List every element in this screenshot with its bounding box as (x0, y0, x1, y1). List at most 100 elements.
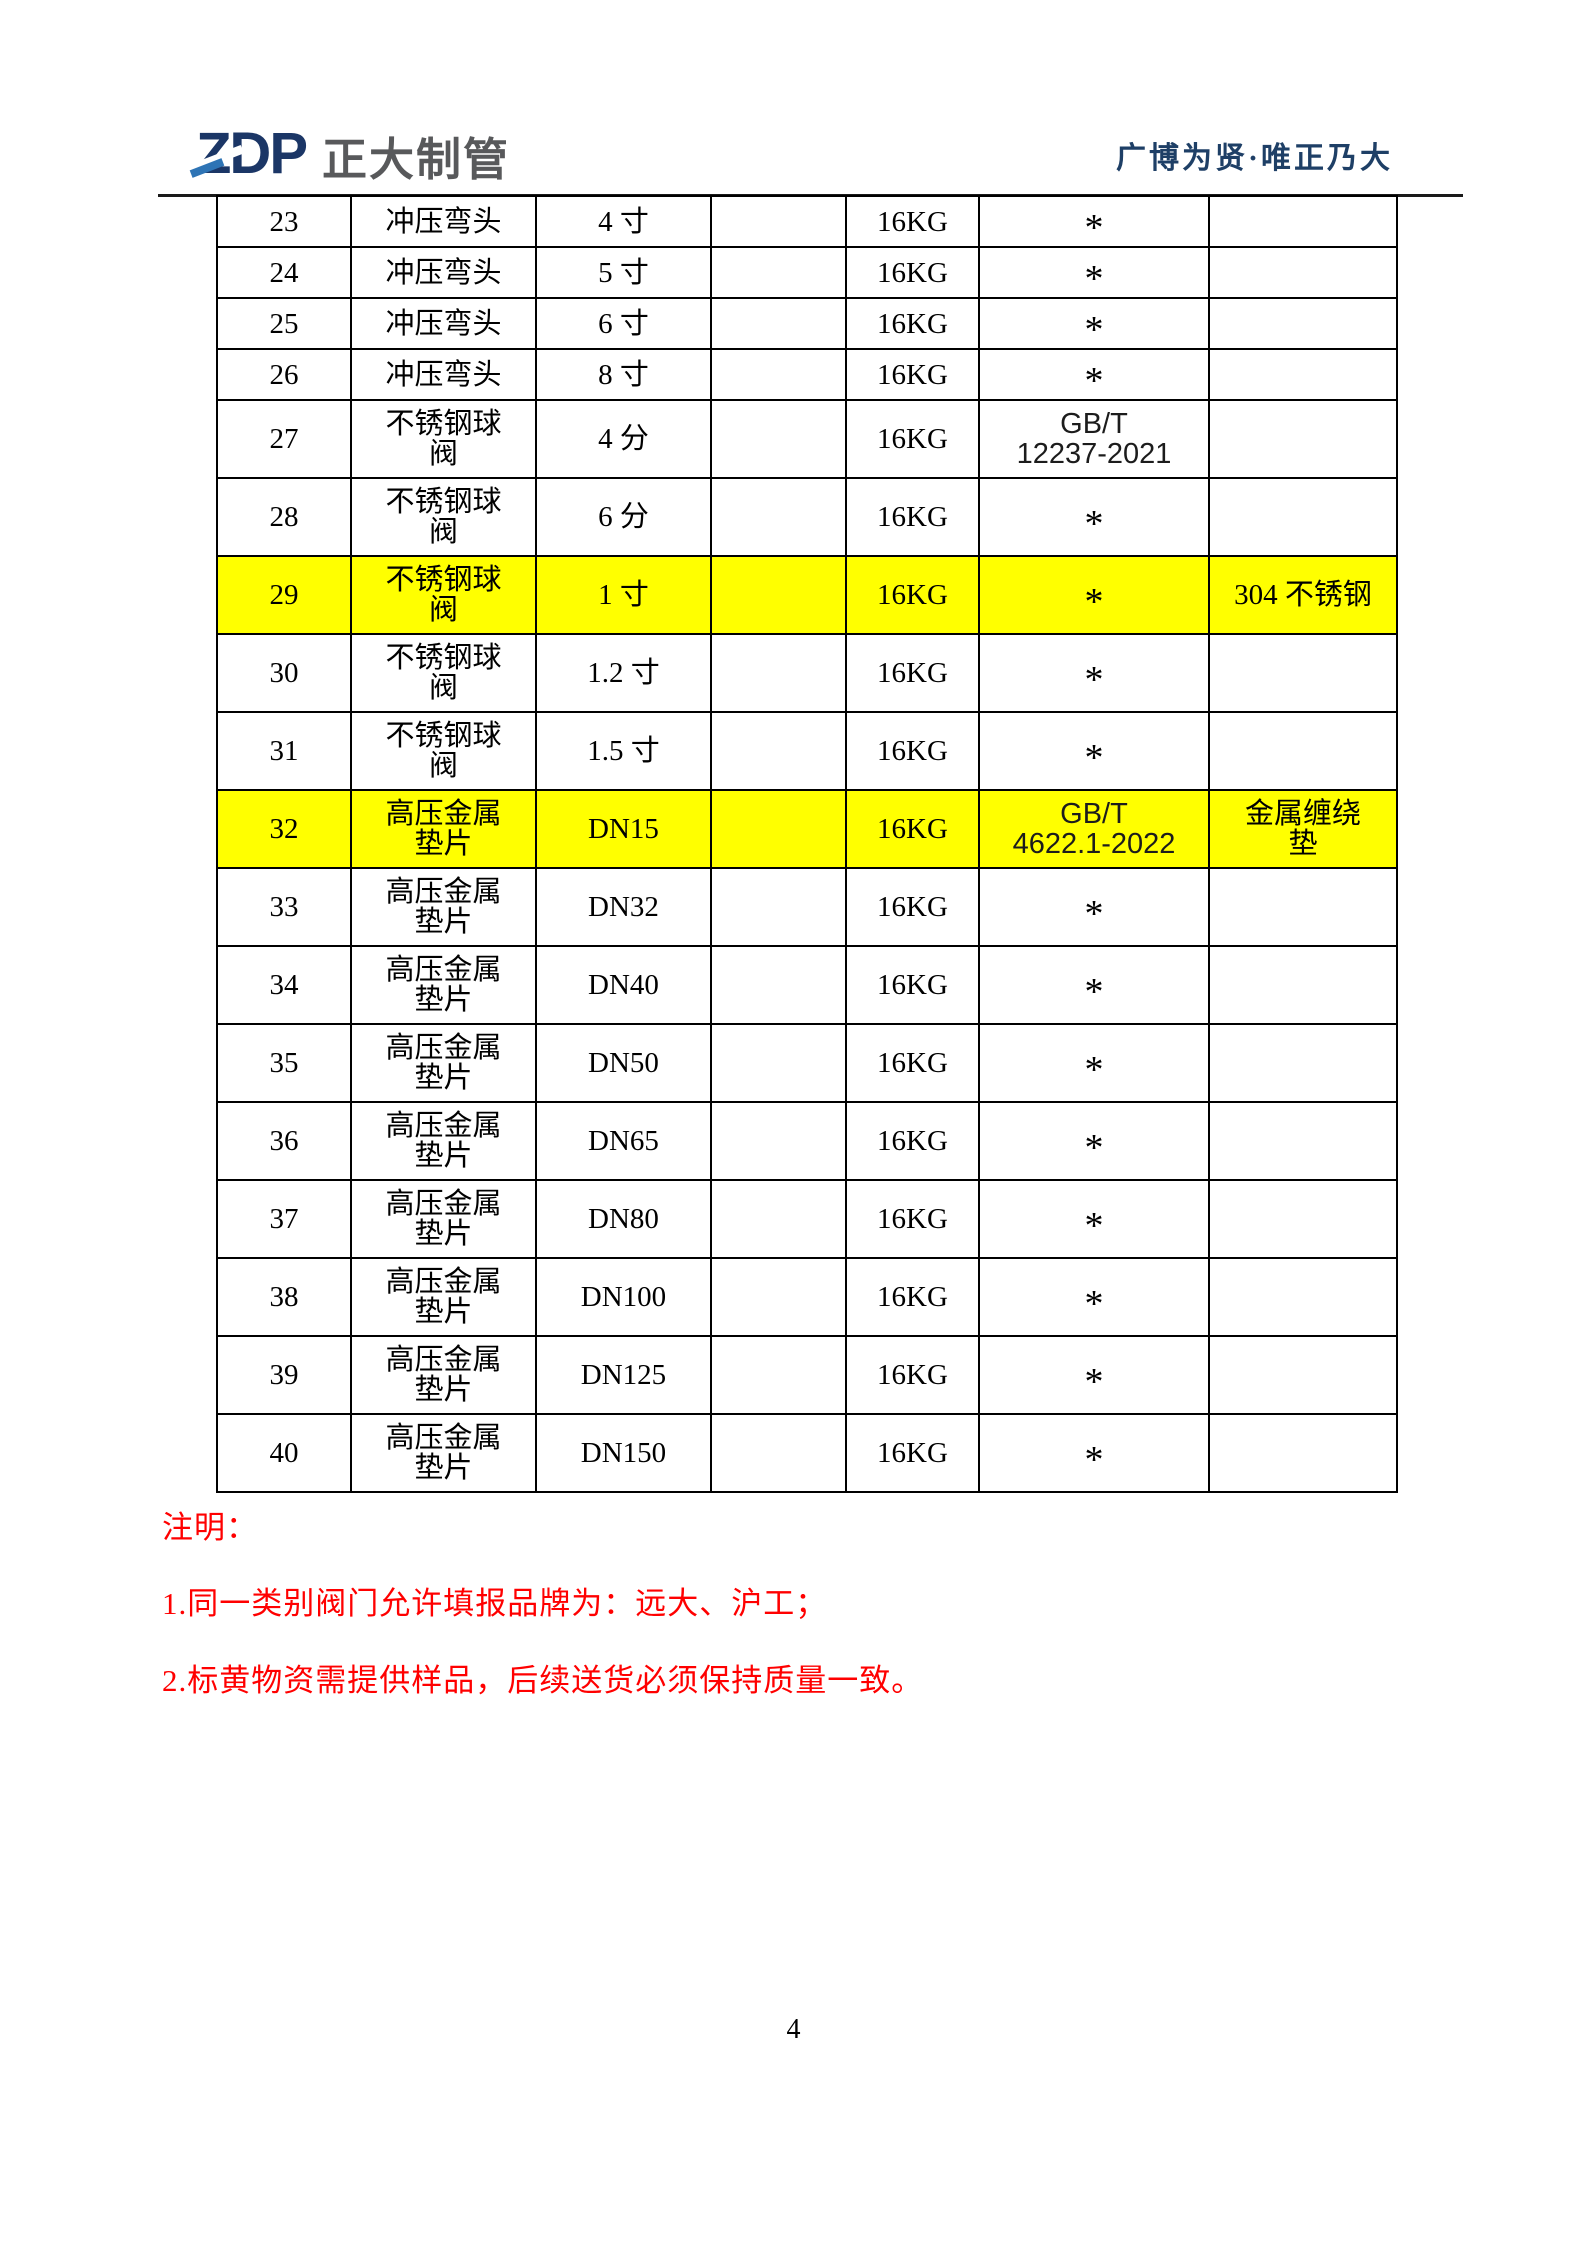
cell-standard: * (978, 348, 1210, 401)
cell-pressure: 16KG (845, 399, 980, 479)
cell-pressure: 16KG (845, 246, 980, 299)
cell-spec-empty (710, 348, 847, 401)
cell-material-name: 高压金属 垫片 (350, 1023, 537, 1103)
company-logo: ZDP (189, 121, 308, 186)
asterisk-mark: * (1084, 658, 1104, 701)
asterisk-mark: * (1084, 970, 1104, 1013)
table-row: 33 高压金属 垫片 DN32 16KG * (216, 867, 1398, 947)
cell-standard: * (978, 1335, 1210, 1415)
table-row: 39 高压金属 垫片 DN125 16KG * (216, 1335, 1398, 1415)
asterisk-mark: * (1084, 502, 1104, 545)
asterisk-mark: * (1084, 1126, 1104, 1169)
cell-remark (1208, 633, 1398, 713)
cell-size: DN32 (535, 867, 712, 947)
cell-row-number: 33 (216, 867, 352, 947)
cell-material-name: 冲压弯头 (350, 195, 537, 248)
cell-row-number: 30 (216, 633, 352, 713)
cell-standard: * (978, 555, 1210, 635)
cell-material-name: 高压金属 垫片 (350, 1101, 537, 1181)
cell-size: 1.5 寸 (535, 711, 712, 791)
cell-pressure: 16KG (845, 555, 980, 635)
cell-material-name: 不锈钢球 阀 (350, 711, 537, 791)
cell-remark (1208, 945, 1398, 1025)
cell-material-name: 不锈钢球 阀 (350, 399, 537, 479)
table-row: 30 不锈钢球 阀 1.2 寸 16KG * (216, 633, 1398, 713)
table-row: 35 高压金属 垫片 DN50 16KG * (216, 1023, 1398, 1103)
cell-remark (1208, 711, 1398, 791)
cell-standard: * (978, 633, 1210, 713)
cell-size: DN100 (535, 1257, 712, 1337)
cell-remark (1208, 1101, 1398, 1181)
cell-row-number: 32 (216, 789, 352, 869)
cell-spec-empty (710, 867, 847, 947)
cell-remark (1208, 1257, 1398, 1337)
cell-row-number: 23 (216, 195, 352, 248)
cell-material-name: 高压金属 垫片 (350, 945, 537, 1025)
logo-zdp-text: ZDP (196, 121, 308, 186)
cell-remark (1208, 297, 1398, 350)
cell-pressure: 16KG (845, 195, 980, 248)
cell-remark (1208, 1413, 1398, 1493)
cell-remark (1208, 1023, 1398, 1103)
cell-pressure: 16KG (845, 1335, 980, 1415)
cell-spec-empty (710, 945, 847, 1025)
cell-spec-empty (710, 1335, 847, 1415)
cell-size: DN15 (535, 789, 712, 869)
cell-size: 4 寸 (535, 195, 712, 248)
cell-row-number: 40 (216, 1413, 352, 1493)
cell-standard: * (978, 1257, 1210, 1337)
notes-title: 注明： (162, 1510, 258, 1545)
cell-remark (1208, 399, 1398, 479)
cell-material-name: 高压金属 垫片 (350, 789, 537, 869)
cell-pressure: 16KG (845, 1101, 980, 1181)
table-row: 34 高压金属 垫片 DN40 16KG * (216, 945, 1398, 1025)
cell-remark (1208, 1179, 1398, 1259)
cell-material-name: 高压金属 垫片 (350, 1257, 537, 1337)
cell-spec-empty (710, 789, 847, 869)
cell-row-number: 35 (216, 1023, 352, 1103)
cell-spec-empty (710, 477, 847, 557)
cell-spec-empty (710, 1101, 847, 1181)
cell-size: DN150 (535, 1413, 712, 1493)
cell-material-name: 不锈钢球 阀 (350, 633, 537, 713)
cell-standard: * (978, 195, 1210, 248)
cell-row-number: 34 (216, 945, 352, 1025)
asterisk-mark: * (1084, 207, 1104, 247)
cell-row-number: 27 (216, 399, 352, 479)
asterisk-mark: * (1084, 580, 1104, 623)
table-row: 28 不锈钢球 阀 6 分 16KG * (216, 477, 1398, 557)
table-row: 36 高压金属 垫片 DN65 16KG * (216, 1101, 1398, 1181)
cell-spec-empty (710, 711, 847, 791)
company-slogan: 广博为贤·唯正乃大 (1115, 142, 1393, 175)
table-row: 26 冲压弯头 8 寸 16KG * (216, 348, 1398, 401)
cell-spec-empty (710, 555, 847, 635)
cell-row-number: 36 (216, 1101, 352, 1181)
cell-standard: * (978, 1023, 1210, 1103)
cell-size: 5 寸 (535, 246, 712, 299)
cell-row-number: 28 (216, 477, 352, 557)
cell-size: DN80 (535, 1179, 712, 1259)
note-item-1: 1.同一类别阀门允许填报品牌为：远大、沪工； (162, 1586, 828, 1621)
table-row: 37 高压金属 垫片 DN80 16KG * (216, 1179, 1398, 1259)
asterisk-mark: * (1084, 1282, 1104, 1325)
cell-row-number: 31 (216, 711, 352, 791)
cell-spec-empty (710, 1257, 847, 1337)
cell-material-name: 高压金属 垫片 (350, 1335, 537, 1415)
cell-standard: * (978, 867, 1210, 947)
table-row: 25 冲压弯头 6 寸 16KG * (216, 297, 1398, 350)
table-row: 27 不锈钢球 阀 4 分 16KG GB/T 12237-2021 (216, 399, 1398, 479)
cell-size: DN125 (535, 1335, 712, 1415)
cell-spec-empty (710, 1179, 847, 1259)
cell-standard: * (978, 477, 1210, 557)
material-spec-table: 23 冲压弯头 4 寸 16KG * 24 冲压弯头 5 寸 16KG * 25… (216, 195, 1398, 1493)
cell-pressure: 16KG (845, 297, 980, 350)
cell-remark (1208, 348, 1398, 401)
cell-pressure: 16KG (845, 945, 980, 1025)
table-row: 24 冲压弯头 5 寸 16KG * (216, 246, 1398, 299)
cell-size: 6 分 (535, 477, 712, 557)
cell-row-number: 25 (216, 297, 352, 350)
spec-table-body: 23 冲压弯头 4 寸 16KG * 24 冲压弯头 5 寸 16KG * 25… (216, 195, 1398, 1493)
page-number: 4 (786, 2014, 801, 2045)
cell-row-number: 38 (216, 1257, 352, 1337)
cell-pressure: 16KG (845, 867, 980, 947)
